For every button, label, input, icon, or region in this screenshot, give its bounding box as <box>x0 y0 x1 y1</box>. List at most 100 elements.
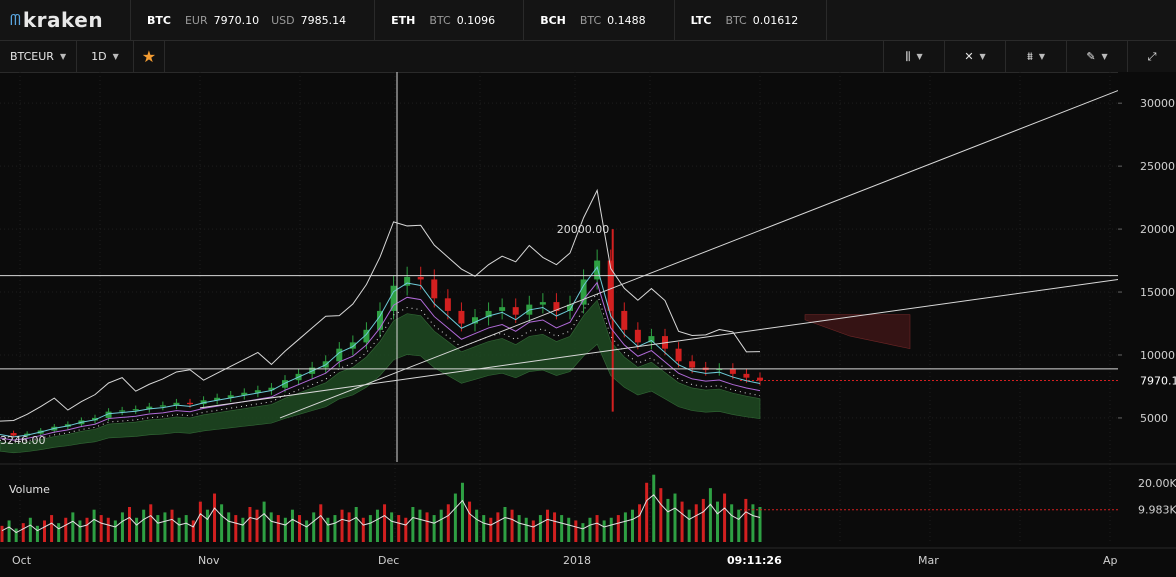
volume-bar <box>234 515 238 542</box>
candle-body <box>159 405 166 407</box>
candle-body <box>472 317 478 324</box>
ticker-currency: BTC <box>429 13 451 27</box>
x-axis: Oct Nov Dec 2018 Mar Ap 09:11:26 <box>0 547 1176 567</box>
x-tick-label: Ap <box>1103 554 1118 567</box>
y-tick-label: 10000 <box>1140 349 1175 362</box>
candle-body <box>499 307 506 311</box>
candle-body <box>743 373 750 378</box>
pencil-icon[interactable]: ✎ ▼ <box>1066 41 1127 72</box>
kraken-logo[interactable]: ᗰ kraken <box>0 0 131 40</box>
candle-body <box>431 279 438 299</box>
y-tick-label: 15000 <box>1140 286 1175 299</box>
volume-bar <box>298 515 302 542</box>
candle-body <box>607 260 614 311</box>
cloud-red <box>804 314 911 350</box>
candle-body <box>417 276 424 280</box>
volume-bar <box>191 520 195 542</box>
volume-bar <box>425 512 429 542</box>
x-tick-label: Oct <box>12 554 32 567</box>
candle-body <box>390 285 397 311</box>
volume-bar <box>567 517 571 542</box>
volume-bar <box>694 504 698 542</box>
candle-body <box>132 409 139 411</box>
volume-bar <box>85 517 89 542</box>
pair-label: BTCEUR <box>10 50 54 63</box>
candle-body <box>458 310 465 324</box>
volume-label: Volume <box>9 483 50 496</box>
candle-body <box>214 397 221 401</box>
candle-body <box>241 392 248 396</box>
volume-bar <box>326 517 330 542</box>
ichimoku-cloud <box>0 299 911 454</box>
candle-body <box>539 302 546 305</box>
volume-bar <box>482 515 486 542</box>
candle-body <box>336 348 343 362</box>
volume-bar <box>475 509 479 542</box>
ticker-value: 7985.14 <box>300 13 347 27</box>
volume-bar <box>623 512 627 542</box>
ticker-bar: ᗰ kraken BTC EUR 7970.10 USD 7985.14 ETH… <box>0 0 1176 41</box>
y-axis-bg <box>1118 72 1176 472</box>
ticker-bch[interactable]: BCH BTC 0.1488 <box>524 0 675 40</box>
indicators-icon[interactable]: ✕ ▼ <box>944 41 1005 72</box>
trendline <box>279 90 1119 419</box>
volume-bar <box>312 512 316 542</box>
volume-bar <box>397 515 401 542</box>
volume-bar <box>106 517 110 542</box>
fullscreen-icon[interactable]: ⤢ <box>1127 41 1176 72</box>
ticker-btc[interactable]: BTC EUR 7970.10 USD 7985.14 <box>131 0 376 40</box>
candle-body <box>716 368 723 371</box>
chart-grid <box>0 72 1118 542</box>
volume-bar <box>581 523 585 542</box>
volume-pane: Volume 20.00K 9.983K <box>0 463 1176 542</box>
star-icon[interactable]: ★ <box>134 41 166 72</box>
volume-bar <box>220 504 224 542</box>
candle-body <box>757 377 763 381</box>
candle-body <box>146 406 153 410</box>
volume-bar <box>50 515 54 542</box>
volume-bar <box>269 512 273 542</box>
volume-bar <box>687 509 691 542</box>
volume-bar <box>545 509 549 542</box>
volume-bar <box>319 504 323 542</box>
time-label: 09:11:26 <box>727 554 782 567</box>
volume-bar <box>347 512 351 542</box>
candle-body <box>512 307 519 315</box>
high-annotation: 20000.00 <box>557 223 610 236</box>
low-annotation: 3246.00 <box>0 434 46 447</box>
ticker-value: 7970.10 <box>213 13 260 27</box>
bars-icon[interactable]: ⫼ ▼ <box>883 41 944 72</box>
ticker-ltc[interactable]: LTC BTC 0.01612 <box>675 0 828 40</box>
volume-bar <box>630 509 634 542</box>
volume-axis-label: 20.00K <box>1138 477 1176 490</box>
indicator-lines <box>0 188 761 443</box>
volume-bar <box>28 517 32 542</box>
volume-bar <box>616 515 620 542</box>
chevron-down-icon: ▼ <box>112 52 119 61</box>
interval-selector[interactable]: 1D ▼ <box>77 41 134 72</box>
chart-type-icon[interactable]: ⩩ ▼ <box>1005 41 1066 72</box>
pair-selector[interactable]: BTCEUR ▼ <box>0 41 78 72</box>
candle-body <box>634 329 641 343</box>
volume-bar <box>574 520 578 542</box>
candle-body <box>594 260 601 280</box>
ticker-value: 0.1096 <box>456 13 496 27</box>
volume-bar <box>156 515 160 542</box>
volume-bar <box>361 517 365 542</box>
volume-bar <box>510 509 514 542</box>
volume-bar <box>453 493 457 542</box>
candle-body <box>227 395 234 398</box>
candle-body <box>200 400 207 405</box>
ticker-currency: BTC <box>725 13 747 27</box>
ticker-eth[interactable]: ETH BTC 0.1096 <box>375 0 525 40</box>
ticker-symbol: ETH <box>391 13 416 27</box>
volume-bar <box>751 504 755 542</box>
price-chart[interactable]: 20000.00 3246.00 30000 25000 20000 15000 1000… <box>0 72 1176 577</box>
kraken-wave-icon: ᗰ <box>10 11 21 29</box>
base-line <box>0 281 761 441</box>
volume-bar <box>652 474 656 542</box>
volume-bar <box>553 512 557 542</box>
y-tick-label: 5000 <box>1140 412 1168 425</box>
x-tick-label: Nov <box>198 554 220 567</box>
volume-bar <box>149 504 153 542</box>
